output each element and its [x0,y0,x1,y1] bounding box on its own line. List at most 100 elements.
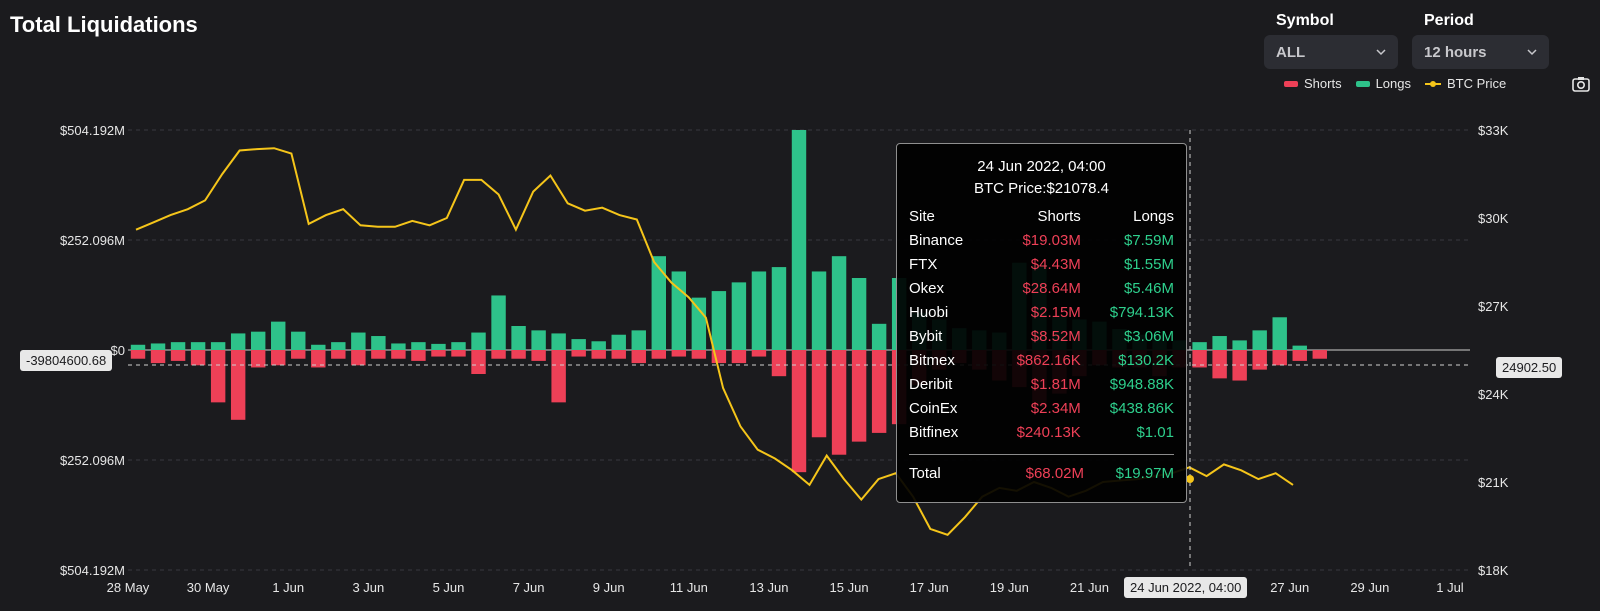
shorts-bar [791,350,807,473]
longs-bar [1192,342,1207,350]
shorts-bar [651,350,667,359]
period-select[interactable]: 12 hours [1412,35,1549,69]
right-axis-tick: $33K [1478,123,1509,138]
legend-item-btc-price[interactable]: BTC Price [1425,76,1506,91]
longs-bar [1292,345,1307,350]
tooltip-cell-shorts: $4.43M [1030,255,1081,273]
period-select-value: 12 hours [1424,43,1487,61]
longs-bar [311,344,326,350]
tooltip-cell-longs: $5.46M [1123,279,1174,297]
tooltip-row: FTX $4.43M $1.55M [909,252,1174,276]
tooltip-cell-shorts: $28.64M [1022,279,1081,297]
shorts-bar [691,350,707,359]
shorts-bar [431,350,446,357]
longs-bar [671,271,687,350]
longs-bar [851,278,867,350]
x-axis-tick: 17 Jun [910,580,949,595]
shorts-bar [230,350,246,420]
longs-bar [391,343,406,350]
shorts-bar [551,350,566,403]
tooltip-cell-site: FTX [909,255,938,273]
tooltip-cell-longs: $7.59M [1123,231,1174,249]
shorts-bar [1272,350,1287,366]
x-axis-tick: 9 Jun [593,580,625,595]
page-title: Total Liquidations [10,12,198,37]
right-axis-tick: $24K [1478,387,1509,402]
btc-line-swatch-icon [1425,80,1441,87]
longs-bar [611,334,626,350]
legend-item-shorts[interactable]: Shorts [1284,76,1342,91]
longs-bar [871,323,887,350]
shorts-bar [170,350,186,361]
shorts-bar [130,350,146,359]
shorts-bar [671,350,687,357]
legend-label: BTC Price [1447,76,1507,91]
tooltip-table: Site Shorts Longs Binance $19.03M $7.59M FT… [909,204,1174,444]
shorts-bar [611,350,626,359]
x-axis-tick: 1 Jul [1436,580,1464,595]
longs-bar [1212,336,1227,350]
shorts-bar [371,350,386,359]
shorts-bar [250,350,266,368]
longs-bar [230,333,246,350]
left-axis-tick: $252.096M [60,453,125,468]
symbol-label: Symbol [1276,12,1334,29]
tooltip-row: Huobi $2.15M $794.13K [909,300,1174,324]
shorts-bar [1232,350,1247,381]
longs-bar [551,333,566,350]
x-axis-tick: 15 Jun [830,580,869,595]
longs-bar [631,330,646,350]
shorts-bar [150,350,166,364]
tooltip-cell-longs: $1.01 [1136,423,1174,441]
shorts-bar [851,350,867,442]
camera-icon[interactable] [1572,76,1590,92]
shorts-bar [871,350,887,433]
tooltip-row: CoinEx $2.34M $438.86K [909,396,1174,420]
tooltip-cell-site: Huobi [909,303,949,321]
tooltip-divider [909,454,1174,455]
crosshair-left-readout: -39804600.68 [20,350,113,371]
longs-bar [431,343,446,350]
longs-bar [591,341,606,350]
tooltip-cell-site: Okex [909,279,945,297]
x-axis-tick: 28 May [107,580,150,595]
longs-swatch-icon [1355,80,1370,87]
tooltip-cell-shorts: $240.13K [1016,423,1081,441]
legend-label: Shorts [1304,76,1342,91]
left-axis-tick: $504.192M [60,563,125,578]
x-axis-tick: 11 Jun [670,580,708,595]
tooltip-row: Bybit $8.52M $3.06M [909,324,1174,348]
crosshair-right-readout: 24902.50 [1496,357,1563,378]
tooltip-col-longs: Longs [1133,207,1174,225]
right-axis-tick: $18K [1478,563,1509,578]
shorts-bar [411,350,426,361]
shorts-bar [190,350,206,366]
tooltip-cell-shorts: $2.34M [1030,399,1081,417]
left-axis-tick: $252.096M [60,233,125,248]
x-axis-tick: 19 Jun [990,580,1029,595]
tooltip-cell-longs: $130.2K [1118,351,1174,369]
longs-bar [351,332,366,350]
x-axis-tick: 5 Jun [433,580,465,595]
chart-tooltip: 24 Jun 2022, 04:00 BTC Price:$21078.4 Si… [896,143,1187,503]
shorts-bar [1252,350,1267,370]
tooltip-row: Okex $28.64M $5.46M [909,276,1174,300]
tooltip-total-longs: $19.97M [1115,464,1174,482]
shorts-bar [351,350,366,366]
shorts-bar [210,350,226,403]
longs-bar [531,330,546,350]
legend-item-longs[interactable]: Longs [1355,76,1411,91]
shorts-bar [1292,350,1307,361]
longs-bar [371,336,386,350]
longs-bar [811,271,827,350]
x-axis-tick: 3 Jun [352,580,384,595]
longs-bar [731,282,747,350]
shorts-bar [451,350,466,357]
chevron-down-icon [1527,49,1537,56]
x-axis-tick: 29 Jun [1350,580,1389,595]
shorts-bar [531,350,546,361]
longs-bar [1272,317,1287,350]
symbol-select[interactable]: ALL [1264,35,1398,69]
shorts-bar [1212,350,1227,379]
